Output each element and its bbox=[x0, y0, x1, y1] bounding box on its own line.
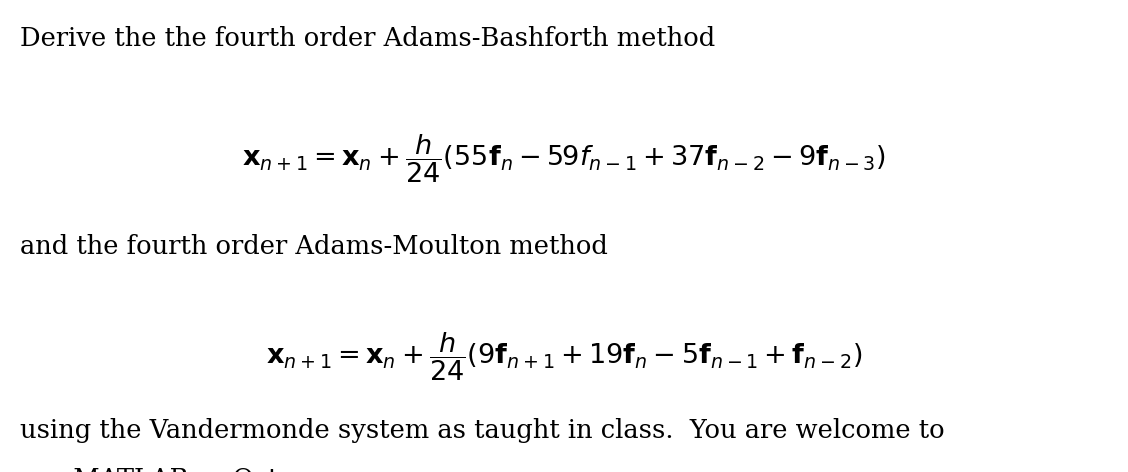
Text: Derive the the fourth order Adams-Bashforth method: Derive the the fourth order Adams-Bashfo… bbox=[20, 26, 715, 51]
Text: use MATLAB or Octave.: use MATLAB or Octave. bbox=[20, 467, 332, 472]
Text: $\mathbf{x}_{n+1} = \mathbf{x}_n + \dfrac{h}{24}(9\mathbf{f}_{n+1} + 19\mathbf{f: $\mathbf{x}_{n+1} = \mathbf{x}_n + \dfra… bbox=[266, 330, 862, 383]
Text: using the Vandermonde system as taught in class.  You are welcome to: using the Vandermonde system as taught i… bbox=[20, 418, 945, 443]
Text: and the fourth order Adams-Moulton method: and the fourth order Adams-Moulton metho… bbox=[20, 234, 608, 259]
Text: $\mathbf{x}_{n+1} = \mathbf{x}_n + \dfrac{h}{24}(55\mathbf{f}_n - 59f_{n-1} + 37: $\mathbf{x}_{n+1} = \mathbf{x}_n + \dfra… bbox=[243, 132, 885, 185]
